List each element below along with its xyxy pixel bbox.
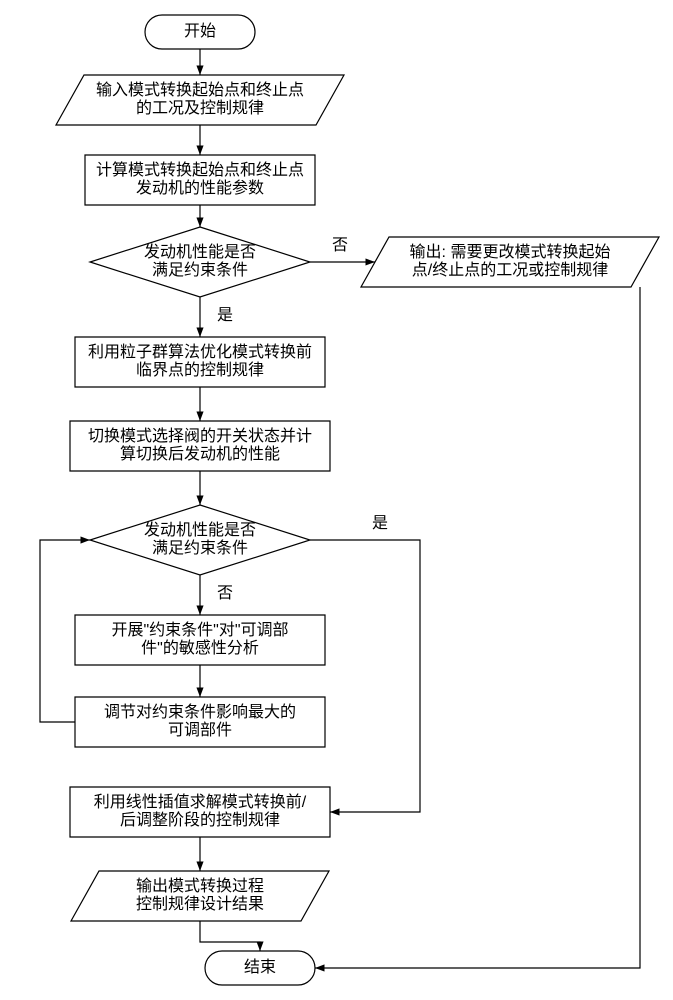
node-out2: 输出模式转换过程控制规律设计结果 [71, 871, 329, 921]
edge-label: 否 [217, 585, 233, 602]
node-text: 发动机性能是否 [144, 521, 256, 539]
node-end: 结束 [205, 951, 315, 985]
node-text: 控制规律设计结果 [136, 895, 264, 913]
flow-edge [310, 540, 420, 812]
node-text: 临界点的控制规律 [136, 361, 264, 379]
node-text: 点/终止点的工况或控制规律 [412, 261, 608, 279]
node-text: 开始 [184, 22, 216, 40]
node-dec1: 发动机性能是否满足约束条件 [90, 227, 310, 297]
node-text: 结束 [244, 958, 276, 976]
flow-edge [200, 921, 260, 951]
edge-label: 是 [372, 515, 388, 532]
node-text: 切换模式选择阀的开关状态并计 [88, 427, 312, 445]
node-text: 可调部件 [168, 721, 232, 739]
node-out1: 输出: 需要更改模式转换起始点/终止点的工况或控制规律 [361, 237, 659, 287]
node-interp: 利用线性插值求解模式转换前/后调整阶段的控制规律 [70, 787, 330, 837]
node-text: 调节对约束条件影响最大的 [104, 703, 296, 721]
node-text: 后调整阶段的控制规律 [120, 811, 280, 829]
node-sens: 开展"约束条件"对"可调部件"的敏感性分析 [75, 615, 325, 665]
node-pso: 利用粒子群算法优化模式转换前临界点的控制规律 [75, 337, 325, 387]
node-text: 计算模式转换起始点和终止点 [96, 160, 304, 179]
node-text: 输出模式转换过程 [136, 877, 264, 895]
node-text: 的工况及控制规律 [136, 99, 264, 117]
node-text: 发动机的性能参数 [136, 179, 264, 197]
node-text: 输入模式转换起始点和终止点 [96, 81, 304, 99]
node-input1: 输入模式转换起始点和终止点的工况及控制规律 [56, 75, 344, 125]
node-text: 利用粒子群算法优化模式转换前 [88, 342, 312, 361]
flow-edge [315, 287, 640, 968]
node-text: 算切换后发动机的性能 [120, 444, 280, 463]
node-switch: 切换模式选择阀的开关状态并计算切换后发动机的性能 [70, 421, 330, 471]
node-start: 开始 [145, 15, 255, 49]
node-dec2: 发动机性能是否满足约束条件 [90, 505, 310, 575]
node-text: 利用线性插值求解模式转换前/ [94, 793, 307, 811]
edge-label: 是 [217, 307, 233, 324]
edge-label: 否 [332, 237, 348, 254]
node-text: 发动机性能是否 [144, 243, 256, 261]
node-text: 件"的敏感性分析 [141, 639, 259, 657]
node-text: 满足约束条件 [152, 539, 248, 557]
node-calc1: 计算模式转换起始点和终止点发动机的性能参数 [85, 155, 315, 205]
node-text: 开展"约束条件"对"可调部 [111, 621, 288, 639]
node-text: 输出: 需要更改模式转换起始 [410, 243, 611, 261]
node-adjust: 调节对约束条件影响最大的可调部件 [75, 697, 325, 747]
node-text: 满足约束条件 [152, 261, 248, 279]
